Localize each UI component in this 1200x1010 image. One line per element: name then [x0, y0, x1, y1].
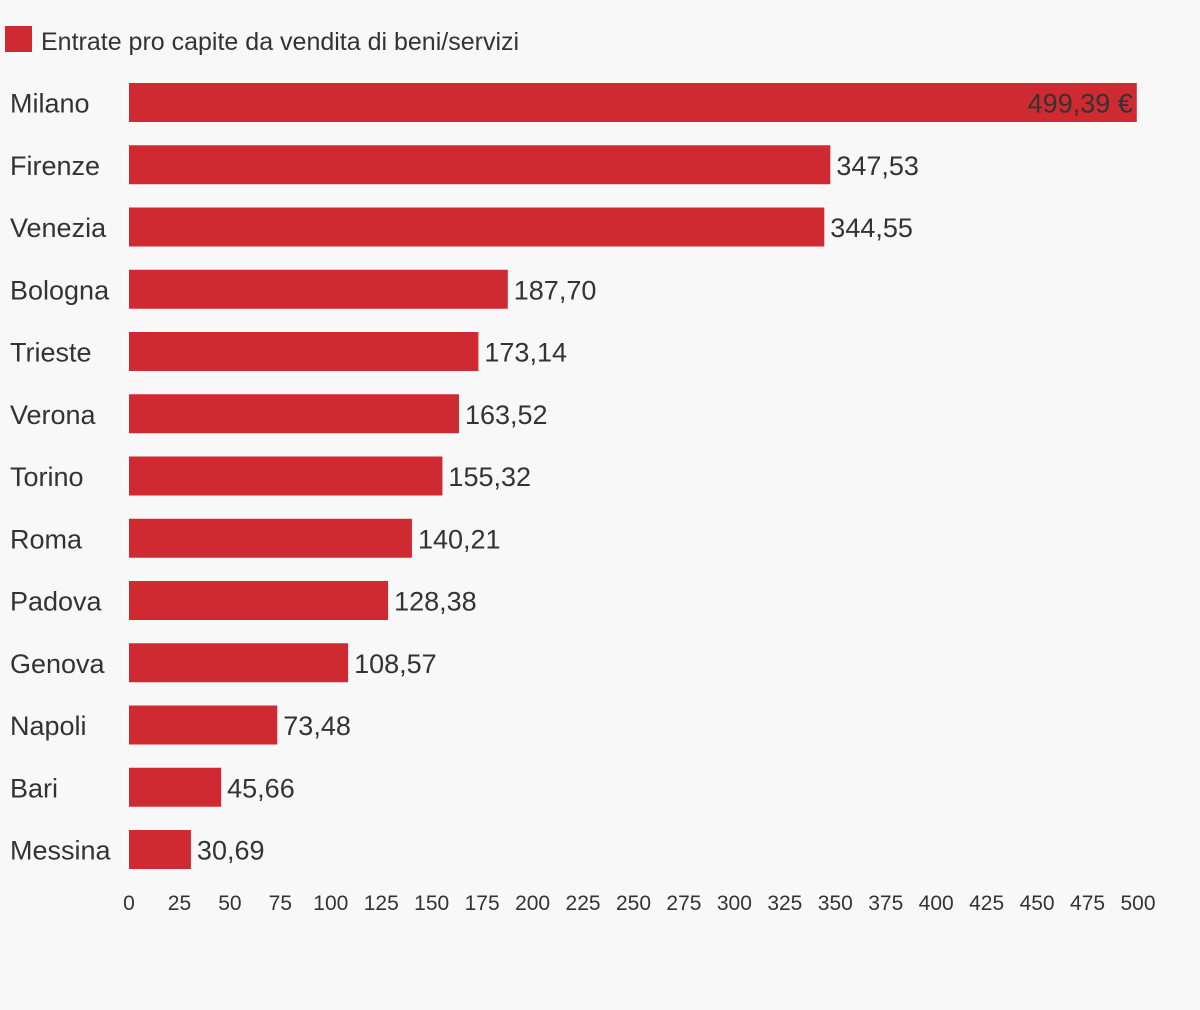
bar-bologna [129, 269, 508, 309]
x-tick-label: 225 [566, 892, 601, 915]
x-axis-ticks: 0 25 50 75 100 125 150 175 200 225 250 275 300 325 350… [123, 892, 1155, 915]
bar-messina [129, 830, 191, 869]
bar-roma [129, 518, 412, 558]
category-label: Milano [10, 89, 90, 119]
x-tick-label: 150 [414, 892, 449, 915]
bar-genova [129, 643, 349, 683]
data-label: 128,38 [394, 587, 477, 617]
bar-milano [129, 83, 1137, 122]
data-label: 499,39 € [1028, 89, 1133, 119]
category-label: Genova [10, 649, 106, 679]
x-tick-label: 300 [717, 892, 752, 915]
bar-trieste [129, 332, 479, 371]
category-label: Padova [10, 587, 103, 617]
data-label: 73,48 [283, 711, 351, 741]
legend-swatch [5, 26, 32, 52]
x-tick-label: 500 [1120, 892, 1155, 915]
x-tick-label: 425 [969, 892, 1004, 915]
x-tick-label: 200 [515, 892, 550, 915]
data-label: 155,32 [448, 462, 531, 492]
x-tick-label: 375 [868, 892, 903, 915]
category-label: Firenze [10, 151, 100, 181]
category-label: Roma [10, 524, 83, 554]
data-label: 173,14 [484, 338, 567, 368]
category-label: Venezia [10, 213, 107, 243]
x-tick-label: 350 [818, 892, 853, 915]
category-label: Napoli [10, 711, 87, 741]
x-tick-label: 175 [465, 892, 500, 915]
data-label: 344,55 [830, 213, 913, 243]
x-tick-label: 0 [123, 892, 135, 915]
bar-padova [129, 581, 389, 620]
data-label: 140,21 [418, 524, 501, 554]
category-label: Messina [10, 836, 112, 866]
x-tick-label: 100 [313, 892, 348, 915]
bar-torino [129, 456, 443, 496]
x-tick-label: 50 [218, 892, 241, 915]
category-label: Bologna [10, 275, 110, 305]
data-label: 30,69 [197, 836, 265, 866]
category-label: Trieste [10, 338, 92, 368]
x-tick-label: 325 [767, 892, 802, 915]
bar-venezia [129, 207, 825, 247]
x-tick-label: 75 [269, 892, 292, 915]
x-tick-label: 275 [666, 892, 701, 915]
x-tick-label: 400 [919, 892, 954, 915]
x-tick-label: 450 [1020, 892, 1055, 915]
data-label: 187,70 [514, 275, 597, 305]
data-label: 163,52 [465, 400, 548, 430]
bar-verona [129, 394, 459, 434]
x-tick-label: 125 [364, 892, 399, 915]
x-tick-label: 250 [616, 892, 651, 915]
bar-firenze [129, 145, 831, 185]
bar-bari [129, 767, 222, 807]
category-label: Verona [10, 400, 97, 430]
legend: Entrate pro capite da vendita di beni/se… [5, 26, 519, 56]
category-label: Torino [10, 462, 84, 492]
x-tick-label: 475 [1070, 892, 1105, 915]
bars-group: Milano 499,39 € Firenze 347,53 Venezia 344,55… [10, 83, 1137, 869]
data-label: 45,66 [227, 773, 295, 803]
x-tick-label: 25 [168, 892, 191, 915]
data-label: 347,53 [836, 151, 919, 181]
bar-napoli [129, 705, 278, 745]
legend-label: Entrate pro capite da vendita di beni/se… [41, 28, 519, 56]
data-label: 108,57 [354, 649, 437, 679]
category-label: Bari [10, 773, 58, 803]
